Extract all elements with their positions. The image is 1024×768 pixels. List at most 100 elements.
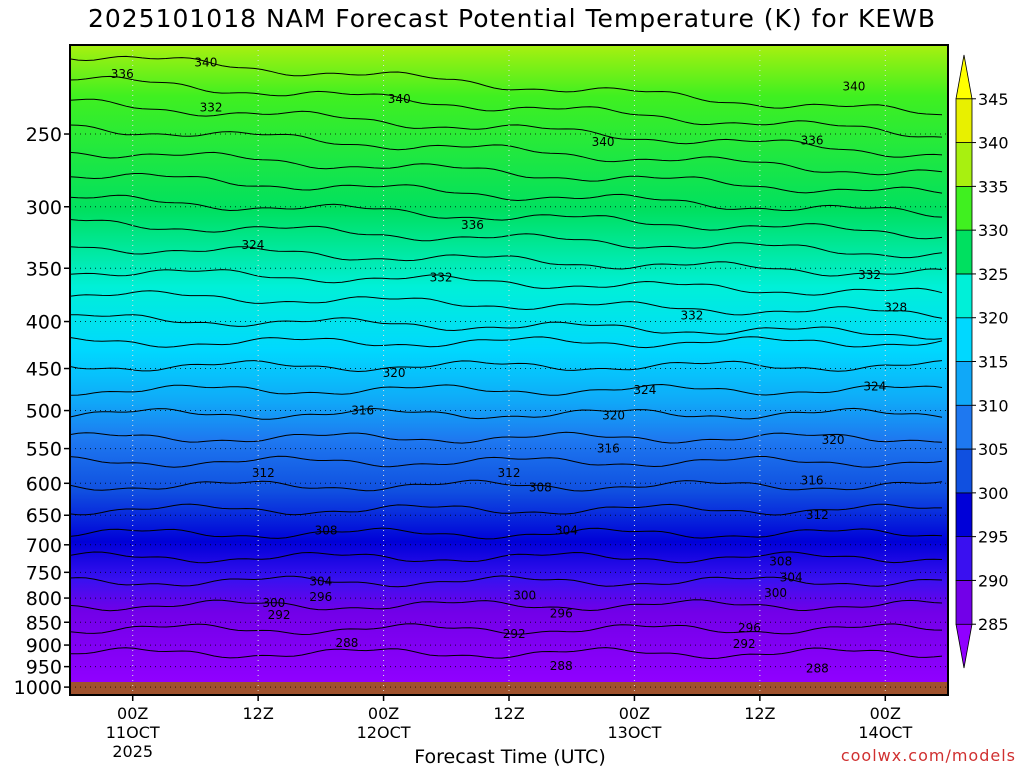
contour-label: 340 <box>194 56 217 70</box>
contour-label: 288 <box>806 662 829 676</box>
colorbar-segment <box>955 98 973 143</box>
y-tick-label: 500 <box>26 401 62 423</box>
y-tick-label: 550 <box>26 439 62 461</box>
contour-label: 332 <box>858 268 881 282</box>
x-tick-label: 00Z <box>619 704 650 723</box>
y-tick-label: 900 <box>26 635 62 657</box>
contour-label: 300 <box>513 589 536 603</box>
y-tick-label: 650 <box>26 505 62 527</box>
contour-label: 332 <box>430 270 453 284</box>
isentrope-line <box>70 314 943 340</box>
isentrope-line <box>70 599 943 612</box>
contour-label: 300 <box>764 586 787 600</box>
contour-label: 296 <box>738 621 761 635</box>
y-tick-label: 350 <box>26 258 62 280</box>
y-tick-label: 800 <box>26 588 62 610</box>
contour-label: 308 <box>769 555 792 569</box>
colorbar: 285 290 295 300 305 310 315 320 325 330 335 340 345 <box>955 54 1009 669</box>
contour-label: 320 <box>602 408 625 422</box>
contour-label: 308 <box>529 480 552 494</box>
contour-label: 320 <box>822 433 845 447</box>
colorbar-segment <box>955 54 973 100</box>
credit-text: coolwx.com/models <box>840 746 1016 765</box>
contour-label: 312 <box>806 508 829 522</box>
contour-label: 300 <box>262 596 285 610</box>
isentrope-line <box>70 479 943 492</box>
colorbar-label: 290 <box>978 571 1009 590</box>
colorbar-label: 295 <box>978 528 1009 547</box>
x-tick-date-label: 14OCT <box>858 723 912 742</box>
contour-label: 312 <box>498 466 521 480</box>
isentrope-line <box>70 336 943 349</box>
x-tick-date-label: 2025 <box>112 742 153 761</box>
isentrope-line <box>70 360 943 373</box>
x-axis-title: Forecast Time (UTC) <box>414 746 606 768</box>
x-tick-label: 12Z <box>744 704 775 723</box>
colorbar-segment <box>955 185 973 231</box>
isentrope-line <box>70 75 943 138</box>
contour-labels: 340 336 340 332 340 336 340 336 324 332 332 332 328 3… <box>111 56 907 676</box>
isentrope-line <box>70 151 943 194</box>
colorbar-segment <box>955 448 973 494</box>
contour-label: 292 <box>503 627 526 641</box>
isentrope-line <box>70 98 943 158</box>
contour-label: 316 <box>351 404 374 418</box>
colorbar-label: 345 <box>978 90 1009 109</box>
x-tick-label: 00Z <box>117 704 148 723</box>
isentrope-line <box>70 219 943 259</box>
y-tick-label: 600 <box>26 473 62 495</box>
x-tick-date-label: 13OCT <box>607 723 661 742</box>
isentrope-line <box>70 269 943 296</box>
contour-label: 316 <box>801 474 824 488</box>
contour-label: 296 <box>550 607 573 621</box>
colorbar-segment <box>955 229 973 275</box>
isentrope-contours <box>70 55 943 660</box>
isentrope-line <box>70 194 943 240</box>
contour-label: 324 <box>241 238 264 252</box>
colorbar-label: 330 <box>978 221 1009 240</box>
contour-label: 292 <box>268 608 291 622</box>
y-tick-label: 700 <box>26 535 62 557</box>
contour-label: 332 <box>200 101 223 115</box>
contour-label: 320 <box>383 366 406 380</box>
contour-label: 340 <box>592 135 615 149</box>
isentrope-line <box>70 503 942 516</box>
colorbar-segment <box>955 580 973 625</box>
isentrope-line <box>70 551 943 564</box>
ground-strip <box>70 682 948 695</box>
isentrope-line <box>70 55 943 116</box>
x-tick-label: 00Z <box>368 704 399 723</box>
colorbar-segment <box>955 361 973 406</box>
contour-label: 292 <box>733 637 756 651</box>
x-tick-label: 12Z <box>242 704 273 723</box>
contour-label: 316 <box>597 442 620 456</box>
colorbar-label: 320 <box>978 309 1009 328</box>
colorbar-segment <box>955 492 973 538</box>
contour-label: 288 <box>336 636 359 650</box>
y-tick-label: 250 <box>26 124 62 146</box>
isentrope-line <box>70 383 943 396</box>
colorbar-segment <box>955 142 973 187</box>
isentrope-line <box>70 431 943 444</box>
contour-label: 296 <box>309 590 332 604</box>
x-tick-label: 12Z <box>493 704 524 723</box>
y-tick-label: 950 <box>26 657 62 679</box>
isentrope-line <box>70 407 943 420</box>
y-tick-label: 750 <box>26 562 62 584</box>
y-tick-label: 850 <box>26 612 62 634</box>
colorbar-segment <box>955 536 973 581</box>
contour-label: 332 <box>680 309 703 323</box>
isentrope-line <box>70 290 943 319</box>
x-tick-label: 00Z <box>870 704 901 723</box>
y-axis: 2503003504004505005506006507007508008509… <box>14 124 70 699</box>
contour-label: 304 <box>309 574 332 588</box>
colorbar-label: 335 <box>978 177 1009 196</box>
isentrope-line <box>70 527 943 540</box>
isentrope-line <box>70 124 943 176</box>
chart-title: 2025101018 NAM Forecast Potential Temper… <box>87 4 937 33</box>
isentrope-line <box>70 455 943 468</box>
x-tick-date-label: 11OCT <box>106 723 160 742</box>
isentrope-line <box>70 246 943 277</box>
colorbar-segment <box>955 273 973 319</box>
colorbar-label: 325 <box>978 265 1009 284</box>
